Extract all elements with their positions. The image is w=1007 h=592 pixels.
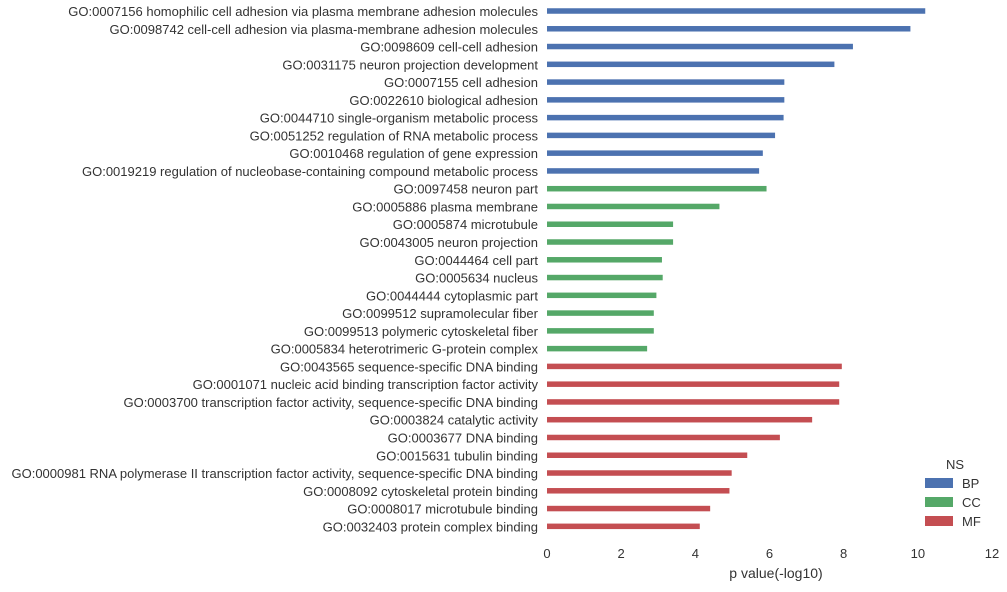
category-label: GO:0098742 cell-cell adhesion via plasma… — [109, 22, 538, 37]
category-label: GO:0005834 heterotrimeric G-protein comp… — [271, 342, 539, 357]
x-tick-label: 4 — [692, 546, 699, 561]
category-label: GO:0043565 sequence-specific DNA binding — [280, 359, 538, 374]
x-axis-ticks: 0 2 4 6 8 10 12 — [543, 546, 999, 561]
legend-label-bp: BP — [962, 476, 979, 491]
bar-bp — [547, 43, 853, 50]
bar-bp — [547, 132, 776, 139]
legend-swatch-cc — [925, 497, 953, 507]
bar-cc — [547, 239, 674, 245]
bar-cc — [547, 257, 662, 263]
legend-swatch-bp — [925, 478, 953, 488]
category-label: GO:0010468 regulation of gene expression — [289, 146, 538, 161]
bar-cc — [547, 203, 720, 210]
category-label: GO:0003824 catalytic activity — [370, 413, 539, 428]
bar-cc — [547, 328, 654, 334]
bar-bp — [547, 168, 760, 174]
bar-mf — [547, 434, 780, 441]
category-label: GO:0032403 protein complex binding — [323, 519, 538, 534]
category-label: GO:0051252 regulation of RNA metabolic p… — [250, 128, 539, 143]
category-label: GO:0099513 polymeric cytoskeletal fiber — [304, 324, 539, 339]
category-label: GO:0003700 transcription factor activity… — [123, 395, 538, 410]
x-tick-label: 10 — [911, 546, 925, 561]
bar-bp — [547, 8, 926, 14]
bar-bp — [547, 26, 911, 32]
category-label: GO:0008092 cytoskeletal protein binding — [303, 484, 538, 499]
category-label: GO:0044710 single-organism metabolic pro… — [260, 111, 539, 126]
bar-cc — [547, 292, 657, 299]
category-label: GO:0003677 DNA binding — [388, 430, 538, 445]
bar-mf — [547, 363, 842, 370]
x-tick-label: 0 — [543, 546, 550, 561]
bar-cc — [547, 310, 654, 316]
category-label: GO:0001071 nucleic acid binding transcri… — [193, 377, 539, 392]
category-label: GO:0022610 biological adhesion — [349, 93, 538, 108]
category-label: GO:0099512 supramolecular fiber — [342, 306, 539, 321]
category-label: GO:0098609 cell-cell adhesion — [360, 40, 538, 55]
bar-mf — [547, 523, 700, 530]
x-tick-label: 2 — [618, 546, 625, 561]
x-axis-title: p value(-log10) — [729, 565, 822, 581]
bar-bp — [547, 79, 785, 85]
legend: NS BP CC MF — [925, 457, 981, 529]
category-label: GO:0007155 cell adhesion — [384, 75, 538, 90]
bar-bp — [547, 61, 835, 68]
bar-mf — [547, 381, 840, 387]
category-label: GO:0044464 cell part — [414, 253, 538, 268]
x-tick-label: 12 — [985, 546, 999, 561]
bar-mf — [547, 416, 813, 423]
category-label: GO:0000981 RNA polymerase II transcripti… — [11, 466, 538, 481]
category-label: GO:0008017 microtubule binding — [347, 502, 538, 517]
bar-mf — [547, 452, 748, 458]
category-label: GO:0005634 nucleus — [415, 271, 538, 286]
bar-bp — [547, 97, 785, 103]
bar-mf — [547, 470, 732, 476]
legend-label-cc: CC — [962, 495, 981, 510]
legend-items: BP CC MF — [925, 476, 981, 529]
legend-label-mf: MF — [962, 514, 981, 529]
legend-title: NS — [946, 457, 964, 472]
bars-layer — [547, 8, 926, 530]
bar-mf — [547, 505, 711, 512]
bar-bp — [547, 150, 763, 156]
bar-cc — [547, 185, 767, 192]
legend-swatch-mf — [925, 516, 953, 526]
category-label: GO:0005874 microtubule — [393, 217, 538, 232]
bar-cc — [547, 221, 674, 227]
bar-cc — [547, 274, 663, 281]
bar-cc — [547, 345, 648, 352]
category-label: GO:0097458 neuron part — [393, 182, 538, 197]
category-label: GO:0015631 tubulin binding — [376, 448, 538, 463]
category-label: GO:0005886 plasma membrane — [352, 199, 538, 214]
category-labels: GO:0007156 homophilic cell adhesion via … — [11, 4, 538, 534]
bar-mf — [547, 488, 730, 494]
category-label: GO:0031175 neuron projection development — [282, 57, 538, 72]
category-label: GO:0007156 homophilic cell adhesion via … — [68, 4, 538, 19]
x-tick-label: 8 — [840, 546, 847, 561]
x-tick-label: 6 — [766, 546, 773, 561]
bar-bp — [547, 114, 784, 121]
category-label: GO:0043005 neuron projection — [359, 235, 538, 250]
category-label: GO:0019219 regulation of nucleobase-cont… — [82, 164, 539, 179]
category-label: GO:0044444 cytoplasmic part — [366, 288, 538, 303]
bar-mf — [547, 399, 840, 405]
